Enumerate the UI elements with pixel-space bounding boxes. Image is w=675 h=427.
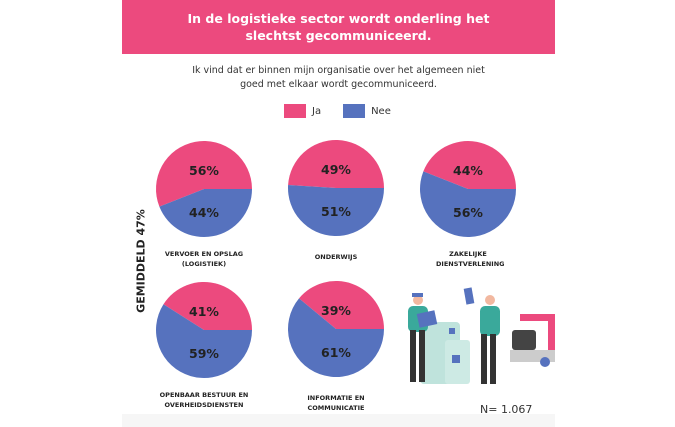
pie-slice-ja (299, 280, 384, 329)
pie-slice-nee (156, 304, 252, 378)
subtitle-text: Ik vind dat er binnen mijn organisatie o… (192, 65, 485, 90)
pie-slice-nee (287, 184, 384, 237)
legend-label-nee: Nee (371, 105, 391, 117)
legend-swatch-ja (284, 104, 306, 118)
sample-size: N= 1.067 (480, 403, 533, 416)
legend-swatch-nee (343, 104, 366, 118)
value-label-ja: 44% (453, 163, 483, 178)
value-label-nee: 61% (321, 345, 351, 360)
pie-slice-ja (156, 141, 252, 207)
pie-3: 41% 59% (156, 281, 252, 378)
value-label-ja: 56% (189, 163, 219, 178)
pie-label-onderwijs: ONDERWIJS (314, 253, 358, 261)
pie-label-logistiek: VERVOER EN OPSLAG (LOGISTIEK) (164, 250, 244, 268)
pie-label-informatie: INFORMATIE EN COMMUNICATIE (307, 394, 365, 412)
logistics-illustration (408, 287, 555, 384)
page-title: In de logistieke sector wordt onderling … (187, 11, 490, 43)
value-label-nee: 56% (453, 205, 483, 220)
title-banner: In de logistieke sector wordt onderling … (122, 0, 555, 54)
value-label-nee: 51% (321, 204, 351, 219)
pie-slice-ja (423, 141, 516, 189)
legend: Ja Nee (284, 104, 391, 118)
legend-label-ja: Ja (312, 105, 322, 117)
pie-slice-nee (287, 298, 384, 377)
pie-slice-ja (163, 281, 252, 330)
pie-slice-ja (288, 140, 384, 188)
pie-4: 39% 61% (287, 280, 384, 377)
value-label-ja: 49% (321, 162, 351, 177)
subtitle: Ik vind dat er binnen mijn organisatie o… (122, 64, 555, 92)
pie-slice-nee (420, 171, 517, 238)
pie-2: 44% 56% (420, 141, 517, 238)
pie-label-openbaar: OPENBAAR BESTUUR EN OVERHEIDSDIENSTEN (159, 391, 249, 409)
bottom-strip (122, 414, 555, 427)
pie-slice-nee (159, 189, 252, 238)
pie-label-zakelijke: ZAKELIJKE DIENSTVERLENING (436, 250, 505, 268)
value-label-nee: 59% (189, 346, 219, 361)
value-label-nee: 44% (189, 205, 219, 220)
value-label-ja: 39% (321, 303, 351, 318)
pie-1: 49% 51% (287, 140, 384, 237)
value-label-ja: 41% (189, 304, 219, 319)
pie-0: 56% 44% (156, 141, 252, 238)
